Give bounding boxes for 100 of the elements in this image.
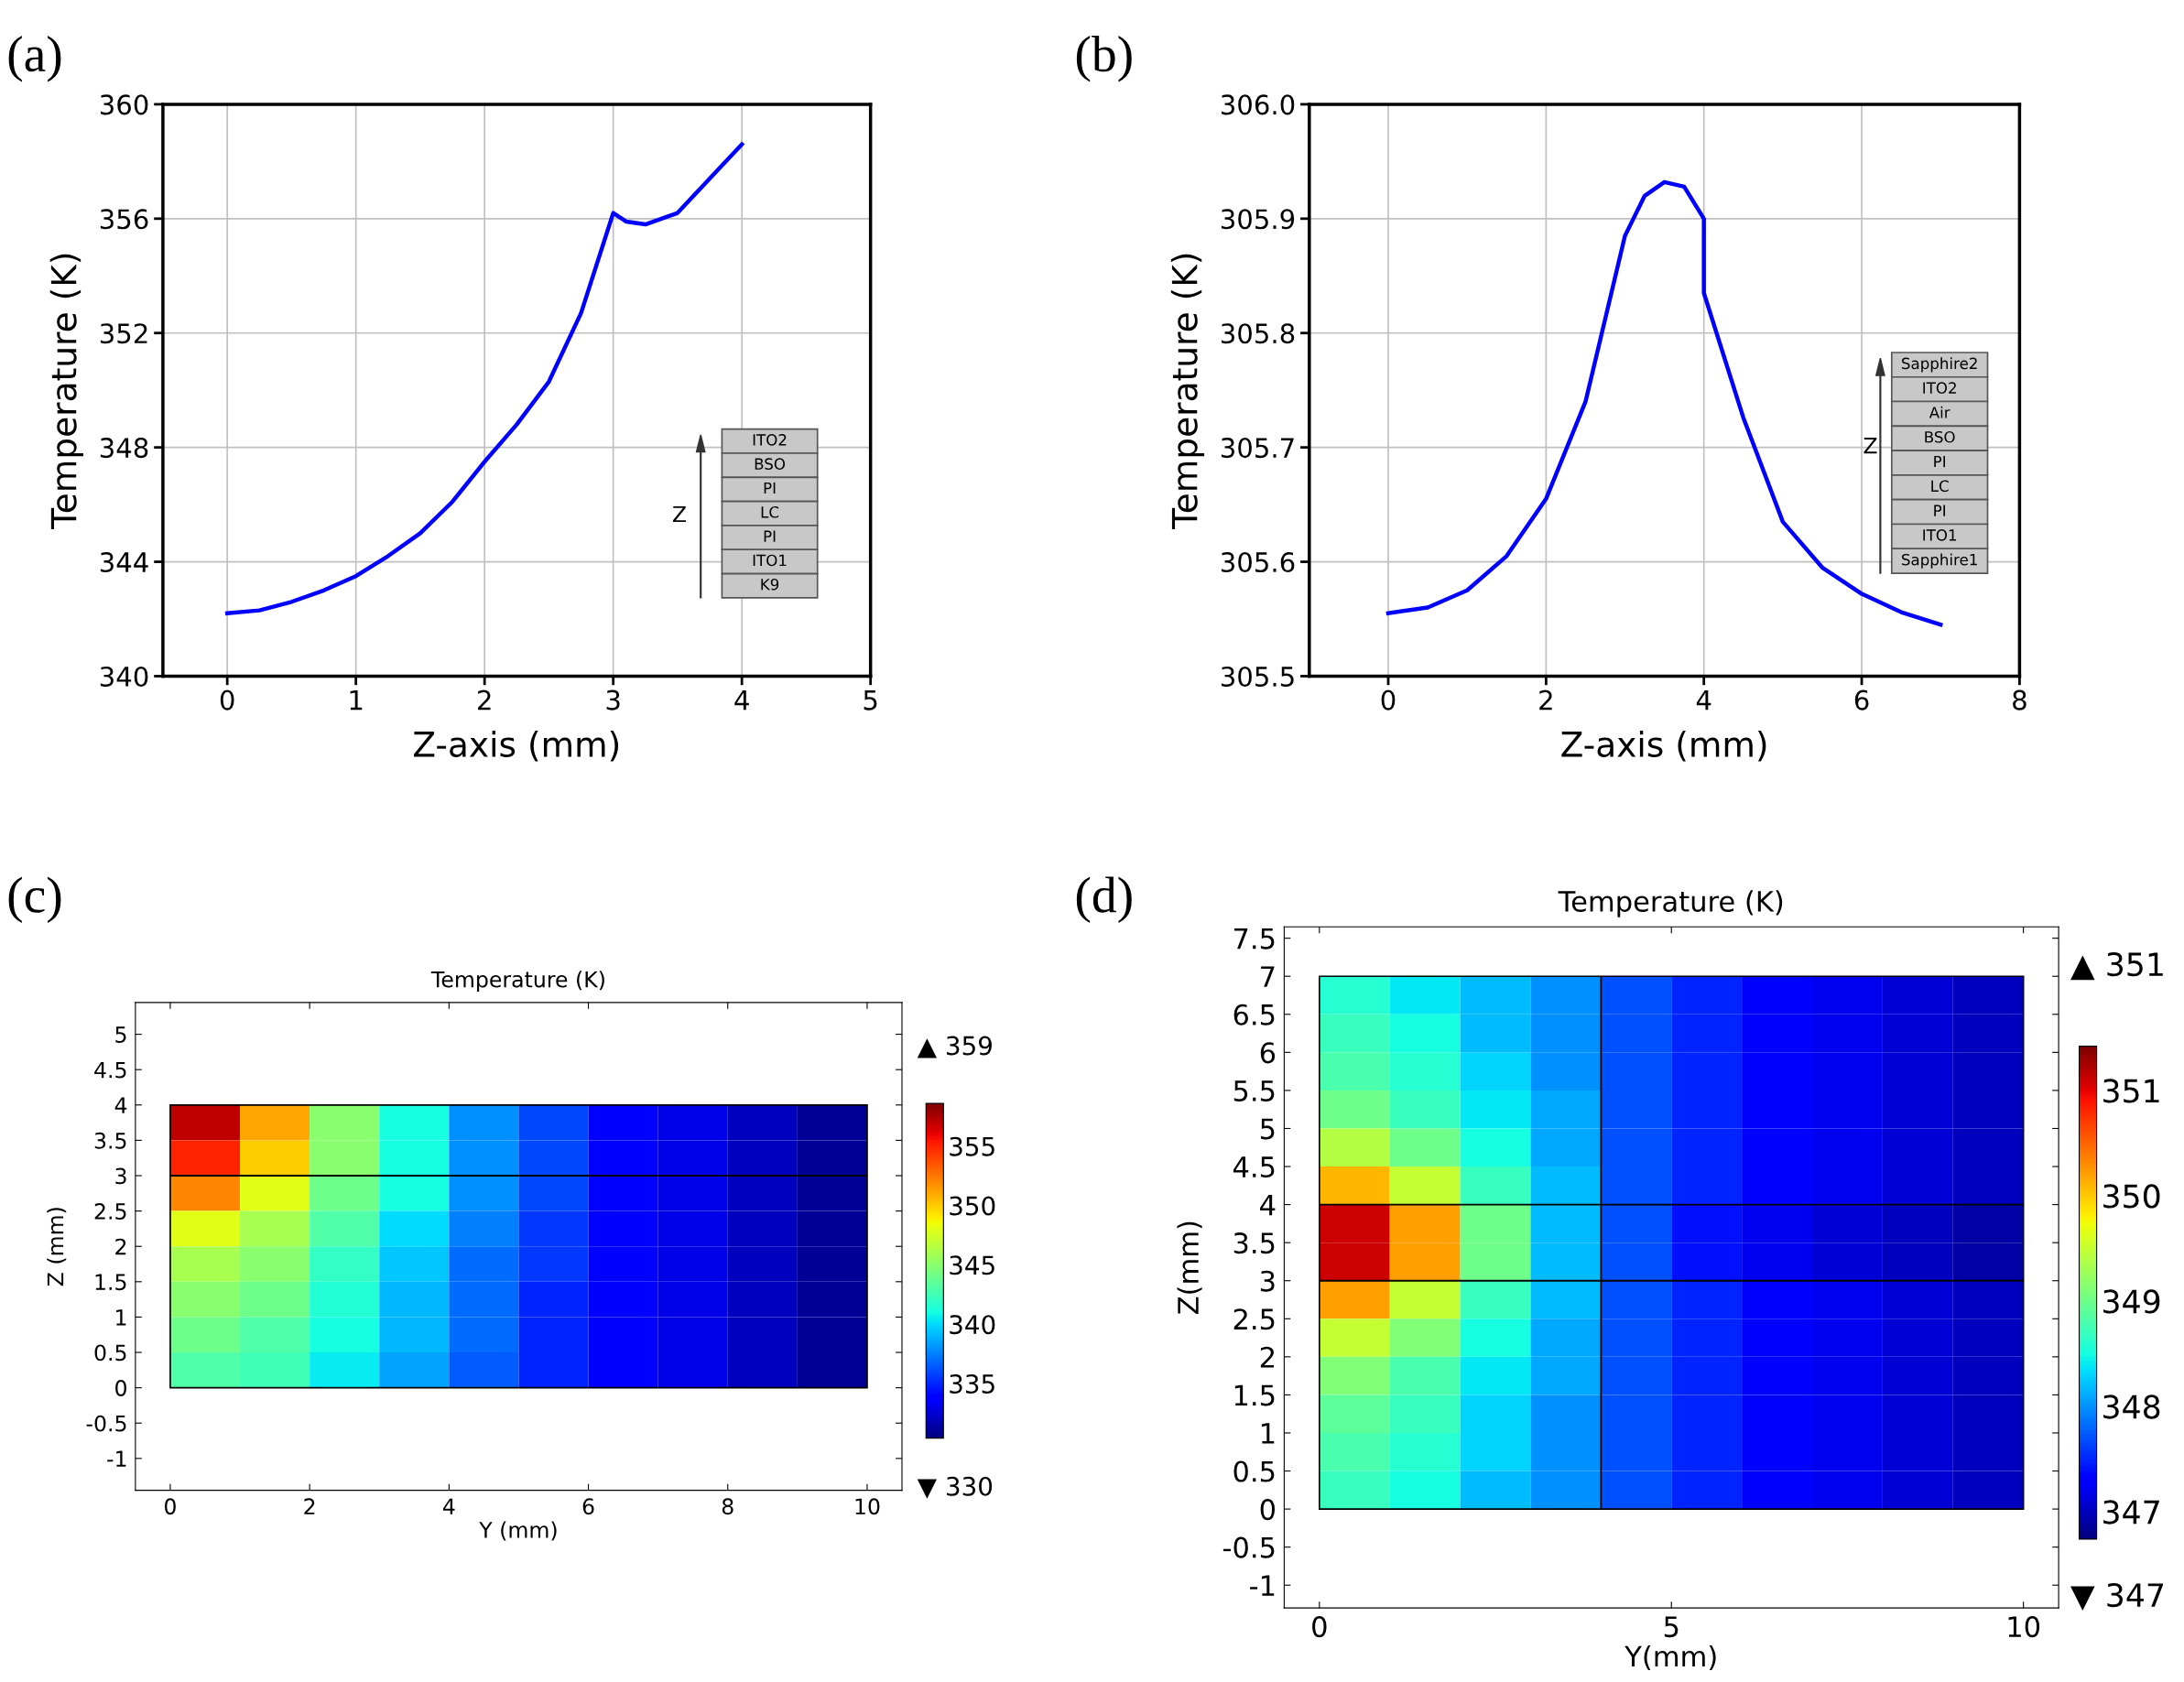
y-axis-title: Temperature (K): [1170, 254, 1205, 529]
color-bar-label: 348: [2103, 1394, 2160, 1419]
color-bar-label: 335: [950, 1373, 994, 1394]
x-tick-label: 2: [1539, 689, 1552, 711]
y-tick-label: 5: [115, 1026, 126, 1043]
y-tick-label: 356: [100, 209, 148, 230]
text: ▲ 359: [917, 1036, 992, 1058]
y-tick-label: -1: [107, 1450, 126, 1467]
y-tick-label: 7: [1261, 966, 1275, 987]
color-bar-label: 340: [950, 1315, 995, 1335]
x-axis-title: Y(mm): [1624, 1644, 1716, 1671]
y-tick-label: 2: [1260, 1346, 1274, 1368]
text: (c): [8, 876, 61, 923]
y-tick-label: 306.0: [1221, 94, 1295, 115]
y-tick-label: 1: [116, 1309, 126, 1326]
x-tick-label: 4: [734, 689, 749, 711]
color-bar-label: 347: [2103, 1500, 2159, 1525]
annotation: PI: [764, 482, 776, 494]
text: (d): [1076, 876, 1132, 923]
x-tick-label: 8: [722, 1498, 733, 1515]
annotation: Sapphire1: [1902, 553, 1977, 569]
y-tick-label: 2.5: [1233, 1308, 1275, 1330]
annotation: ITO2: [753, 434, 787, 446]
chart-title: Temperature (K): [1558, 890, 1783, 917]
text: ▼ 330: [917, 1476, 993, 1499]
y-tick-label: 3.5: [1233, 1232, 1275, 1254]
y-tick-label: 4.5: [94, 1061, 126, 1079]
text: (a): [8, 36, 61, 82]
y-tick-label: 5.5: [1233, 1080, 1275, 1101]
y-tick-label: 1.5: [1234, 1384, 1275, 1406]
text: ▼ 347: [2070, 1582, 2164, 1611]
y-tick-label: -0.5: [86, 1415, 126, 1432]
x-tick-label: 4: [1696, 689, 1711, 711]
annotation: PI: [1934, 505, 1945, 516]
x-tick-label: 6: [1854, 689, 1869, 711]
x-tick-label: 6: [582, 1498, 594, 1515]
y-tick-label: 4: [114, 1097, 127, 1113]
x-tick-label: 5: [864, 689, 877, 711]
x-tick-label: 5: [1664, 1616, 1679, 1638]
color-bar-label: 345: [950, 1255, 994, 1275]
chart-title: Temperature (K): [430, 971, 604, 993]
x-tick-label: 0: [220, 689, 234, 711]
x-tick-label: 2: [304, 1498, 315, 1514]
annotation: Z: [1863, 437, 1877, 454]
x-axis-title: Y (mm): [479, 1521, 557, 1541]
y-tick-label: 7.5: [1233, 928, 1275, 950]
x-axis-title: Z-axis (mm): [414, 730, 619, 762]
annotation: ITO2: [1923, 382, 1956, 394]
annotation: PI: [1934, 455, 1945, 468]
y-tick-label: 2: [115, 1238, 126, 1255]
annotation: BSO: [1925, 430, 1955, 443]
y-axis-title: Z (mm): [47, 1208, 67, 1286]
text: (b): [1076, 36, 1132, 82]
y-tick-label: 3.5: [94, 1132, 126, 1149]
y-tick-label: 305.6: [1221, 551, 1295, 573]
annotation: ITO1: [1923, 529, 1957, 541]
x-tick-label: 10: [2008, 1616, 2040, 1638]
y-axis-title: Z(mm): [1177, 1221, 1202, 1314]
y-tick-label: 1: [1261, 1423, 1275, 1444]
y-tick-label: 340: [100, 666, 148, 687]
y-tick-label: 6.5: [1233, 1004, 1275, 1025]
annotation: Sapphire2: [1902, 357, 1977, 373]
y-tick-label: -1: [1250, 1575, 1275, 1596]
color-bar-label: 355: [950, 1136, 994, 1156]
x-tick-label: 8: [2013, 689, 2026, 711]
color-bar-label: 350: [950, 1196, 995, 1216]
x-tick-label: 10: [855, 1498, 880, 1515]
x-tick-label: 0: [1381, 689, 1396, 711]
x-tick-label: 2: [478, 689, 491, 711]
annotation: ITO1: [753, 554, 787, 567]
y-tick-label: 305.9: [1221, 209, 1295, 230]
y-tick-label: 6: [1260, 1042, 1276, 1064]
y-tick-label: 0: [115, 1380, 126, 1396]
y-tick-label: 4.5: [1233, 1156, 1275, 1178]
annotation: K9: [761, 578, 779, 591]
y-tick-label: 2.5: [94, 1203, 126, 1220]
color-bar-label: 350: [2103, 1184, 2160, 1209]
line-series: [224, 142, 744, 615]
annotation: Z: [673, 505, 687, 523]
y-tick-label: 344: [100, 551, 148, 573]
y-tick-label: 4: [1260, 1194, 1276, 1216]
x-tick-label: 0: [1312, 1616, 1327, 1638]
annotation: BSO: [755, 458, 786, 470]
y-tick-label: 0.5: [1233, 1460, 1275, 1482]
y-tick-label: -0.5: [1222, 1536, 1275, 1558]
y-tick-label: 3: [115, 1167, 126, 1185]
y-axis-title: Temperature (K): [49, 254, 83, 529]
x-axis-title: Z-axis (mm): [1561, 730, 1766, 762]
annotation: LC: [761, 506, 779, 518]
color-bar-label: 351: [2103, 1079, 2159, 1103]
x-tick-label: 4: [442, 1498, 455, 1514]
y-tick-label: 1.5: [95, 1274, 126, 1291]
annotation: PI: [764, 530, 776, 542]
annotation: LC: [1931, 480, 1949, 493]
color-bar-label: 349: [2103, 1289, 2160, 1314]
x-tick-label: 1: [350, 689, 363, 711]
y-tick-label: 360: [100, 94, 148, 115]
y-tick-label: 348: [100, 438, 148, 459]
x-tick-label: 3: [606, 689, 620, 711]
y-tick-label: 305.5: [1221, 666, 1294, 687]
